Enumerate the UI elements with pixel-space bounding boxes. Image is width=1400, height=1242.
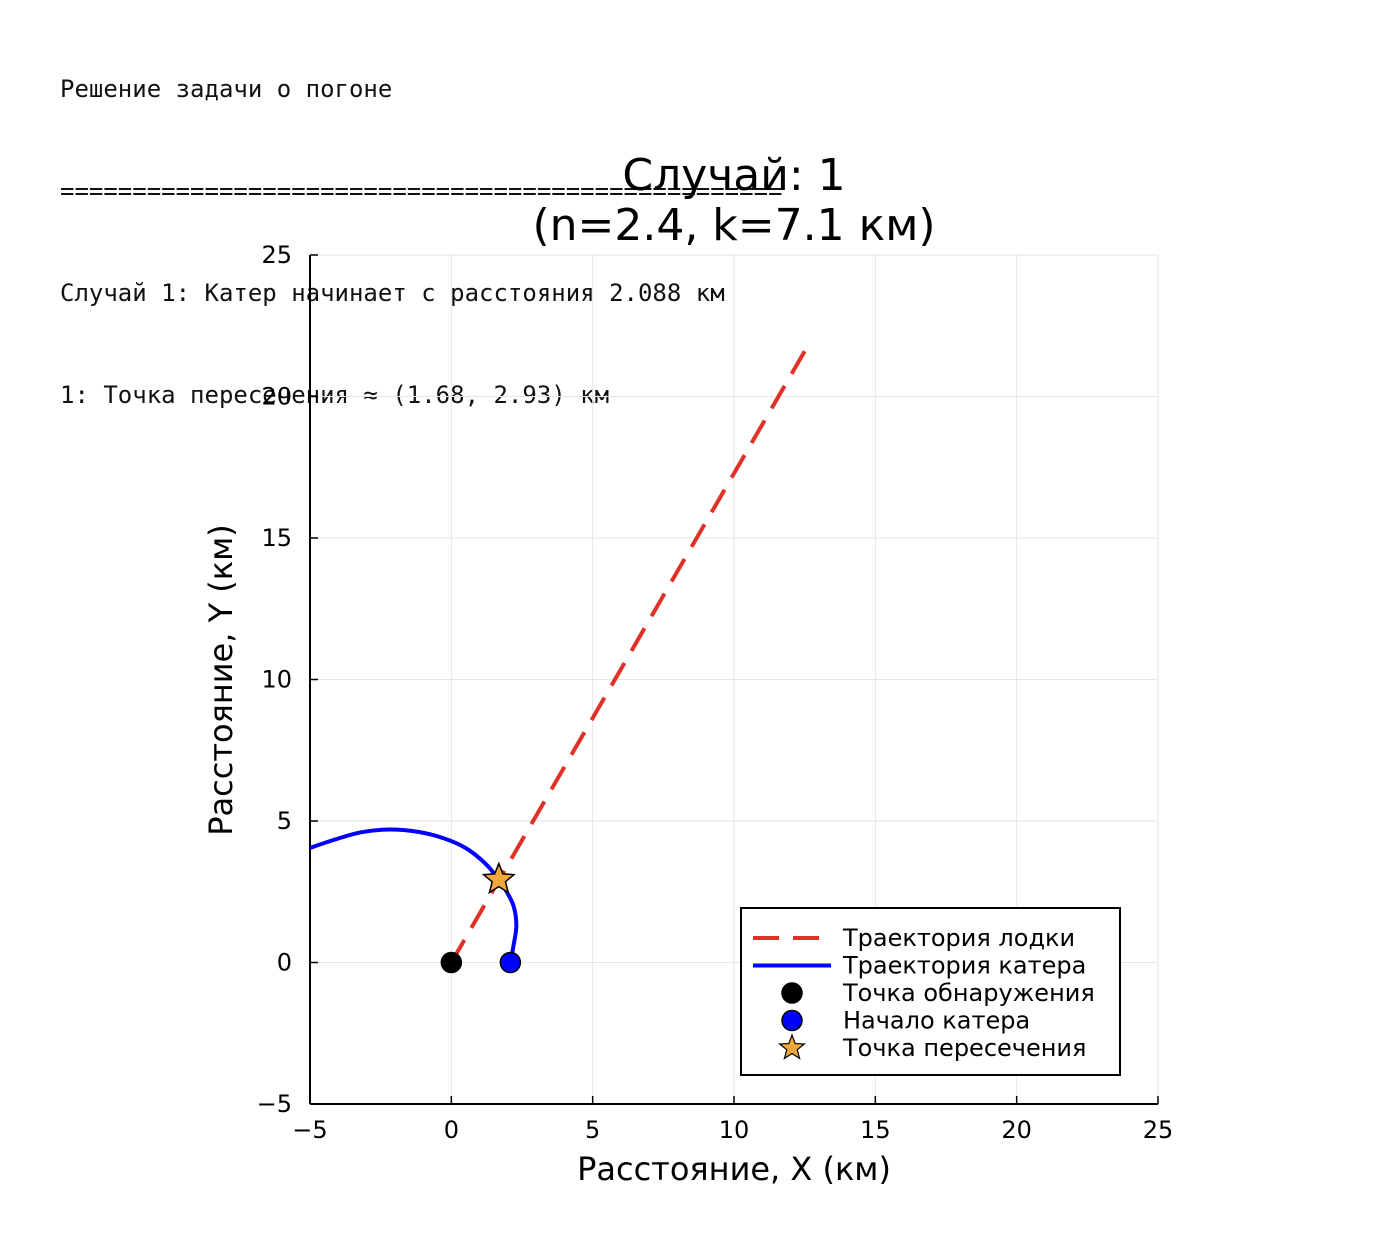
x-tick-label: 0 [444, 1116, 459, 1144]
console-line-separator: ========================================… [60, 177, 783, 205]
x-tick-label: 25 [1143, 1116, 1174, 1144]
console-line-intersection: 1: Точка пересечения ≈ (1.68, 2.93) км [60, 381, 610, 409]
intersection-point-marker [481, 861, 516, 895]
y-tick-label: 15 [261, 524, 292, 552]
chart-title-line1: Случай: 1 [622, 150, 845, 201]
tick-labels: −5 0 5 10 15 20 25 −5 0 5 10 15 20 25 [257, 241, 1174, 1144]
boat-trajectory-line [449, 350, 807, 964]
console-line-header: Решение задачи о погоне [60, 75, 393, 103]
x-axis-label: Расстояние, X (км) [577, 1150, 891, 1188]
cutter-start-marker [499, 951, 522, 974]
x-tick-label: 5 [585, 1116, 600, 1144]
axes [309, 254, 1159, 1105]
y-axis-label: Расстояние, Y (км) [202, 524, 240, 835]
legend-entry-label: Точка пересечения [842, 1034, 1086, 1062]
detection-point-marker [440, 951, 463, 974]
y-tick-label: −5 [257, 1090, 292, 1118]
x-tick-label: 10 [719, 1116, 750, 1144]
y-tick-label: 10 [261, 666, 292, 694]
y-tick-label: 5 [277, 807, 292, 835]
legend-swatch-circle [781, 1009, 803, 1032]
legend-entry-label: Начало катера [843, 1007, 1030, 1035]
legend-swatch-circle [781, 982, 803, 1004]
y-tick-label: 25 [261, 241, 292, 269]
cutter-trajectory-line [310, 827, 519, 963]
legend-swatch-star [778, 1033, 806, 1060]
legend-entry-label: Точка обнаружения [842, 979, 1095, 1007]
y-tick-label: 0 [277, 949, 292, 977]
x-tick-label: 20 [1001, 1116, 1032, 1144]
legend-entry-label: Траектория лодки [842, 924, 1075, 952]
y-tick-label: 20 [261, 383, 292, 411]
legend-entry-label: Траектория катера [842, 952, 1086, 980]
chart-title-line2: (n=2.4, k=7.1 км) [532, 200, 935, 251]
x-tick-label: 15 [860, 1116, 891, 1144]
legend-box [740, 907, 1121, 1076]
x-tick-label: −5 [292, 1116, 327, 1144]
plot-area [310, 350, 807, 974]
